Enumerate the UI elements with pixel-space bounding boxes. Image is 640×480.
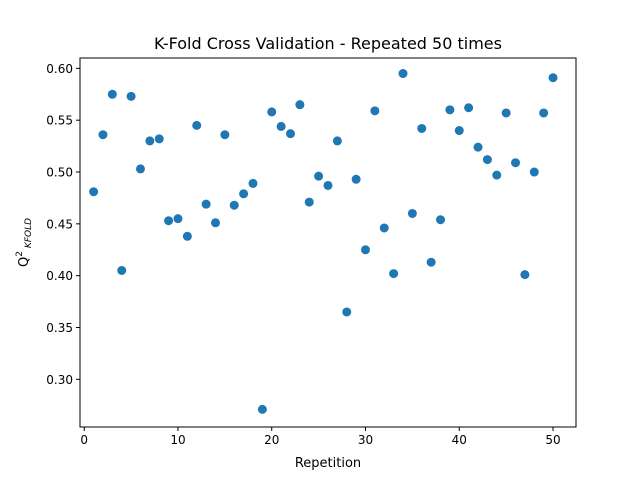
data-point bbox=[407, 208, 417, 218]
data-point bbox=[98, 130, 108, 140]
plot-area bbox=[89, 69, 558, 414]
data-point bbox=[220, 130, 230, 140]
data-point bbox=[389, 269, 399, 279]
y-tick-label: 0.60 bbox=[46, 62, 73, 76]
data-point bbox=[126, 91, 136, 101]
data-point bbox=[473, 142, 483, 152]
data-point bbox=[501, 108, 511, 118]
data-point bbox=[164, 216, 174, 226]
data-point bbox=[436, 215, 446, 225]
data-point bbox=[548, 73, 558, 83]
data-point bbox=[210, 218, 220, 228]
data-point bbox=[107, 89, 117, 99]
data-point bbox=[520, 270, 530, 280]
data-point bbox=[201, 199, 211, 209]
x-tick-label: 50 bbox=[545, 433, 560, 447]
data-point bbox=[248, 178, 258, 188]
y-tick-label: 0.50 bbox=[46, 166, 73, 180]
data-point bbox=[89, 187, 99, 197]
y-axis-label-sup: 2 bbox=[15, 251, 25, 257]
data-point bbox=[464, 103, 474, 113]
y-tick-label: 0.55 bbox=[46, 114, 73, 128]
x-tick-label: 20 bbox=[264, 433, 279, 447]
y-axis-label: Q2 KFOLD bbox=[15, 218, 34, 267]
data-point bbox=[154, 134, 164, 144]
y-axis-label-sub: KFOLD bbox=[24, 218, 34, 248]
x-axis: 0 10 20 30 40 50 bbox=[80, 427, 561, 447]
y-tick-label: 0.30 bbox=[46, 373, 73, 387]
y-tick-label: 0.45 bbox=[46, 217, 73, 231]
data-point bbox=[145, 136, 155, 146]
data-point bbox=[192, 120, 202, 130]
data-point bbox=[117, 265, 127, 275]
data-point bbox=[454, 126, 464, 136]
data-point bbox=[492, 170, 502, 180]
chart-title: K-Fold Cross Validation - Repeated 50 ti… bbox=[154, 34, 502, 53]
data-point bbox=[229, 200, 239, 210]
data-point bbox=[511, 158, 521, 168]
data-point bbox=[379, 223, 389, 233]
y-axis: 0.30 0.35 0.40 0.45 0.50 0.55 0.60 bbox=[46, 62, 80, 387]
data-point bbox=[445, 105, 455, 115]
data-point bbox=[323, 180, 333, 190]
data-point bbox=[182, 231, 192, 241]
axes-frame bbox=[79, 57, 577, 428]
data-point bbox=[267, 107, 277, 117]
x-tick-label: 10 bbox=[170, 433, 185, 447]
data-point bbox=[239, 189, 249, 199]
data-point bbox=[257, 404, 267, 414]
data-point bbox=[370, 106, 380, 116]
data-point bbox=[342, 307, 352, 317]
data-point bbox=[539, 108, 549, 118]
data-point bbox=[426, 257, 436, 267]
data-point bbox=[135, 164, 145, 174]
data-point bbox=[361, 245, 370, 255]
y-tick-label: 0.35 bbox=[46, 321, 73, 335]
data-point bbox=[332, 136, 342, 146]
data-point bbox=[295, 100, 305, 110]
x-axis-label: Repetition bbox=[295, 456, 361, 471]
data-point bbox=[304, 197, 314, 207]
data-point bbox=[398, 69, 408, 79]
data-point bbox=[529, 167, 539, 177]
data-point bbox=[482, 155, 492, 165]
data-point bbox=[314, 171, 324, 181]
data-point bbox=[417, 123, 427, 133]
data-point bbox=[276, 121, 286, 131]
y-axis-label-main: Q bbox=[17, 257, 32, 267]
x-tick-label: 40 bbox=[452, 433, 467, 447]
x-tick-label: 30 bbox=[358, 433, 373, 447]
data-point bbox=[286, 129, 295, 139]
y-tick-label: 0.40 bbox=[46, 269, 73, 283]
x-tick-label: 0 bbox=[80, 433, 88, 447]
data-point bbox=[173, 214, 183, 224]
data-point bbox=[351, 174, 361, 184]
